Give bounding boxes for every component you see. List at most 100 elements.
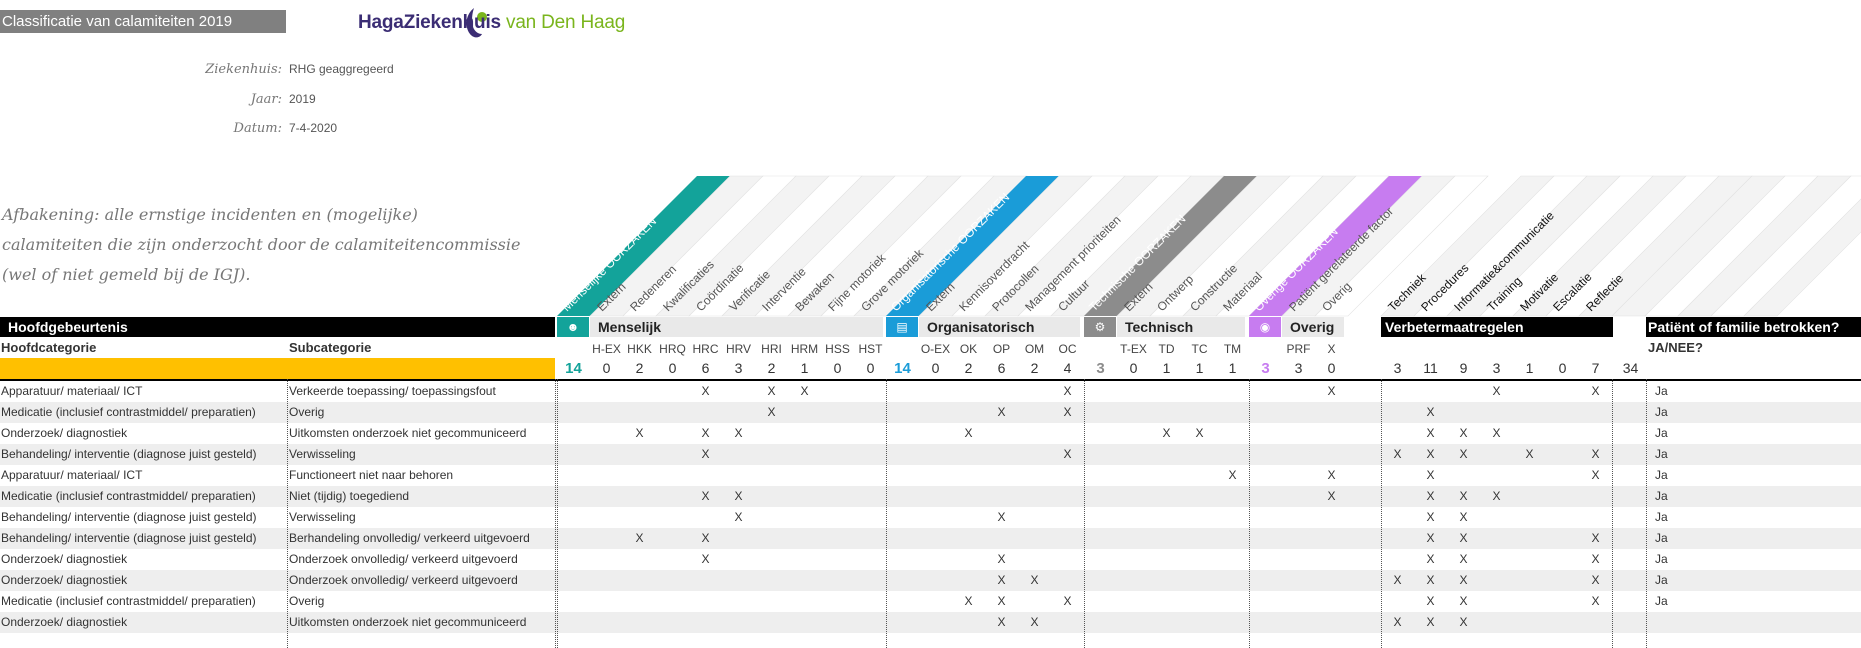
cause-mark: X	[997, 552, 1006, 566]
table-row	[0, 444, 1861, 465]
meta-label-date: Datum:	[233, 121, 282, 136]
cause-mark: X	[997, 405, 1006, 419]
logo-text: HagaZiekenhuis van Den Haag	[358, 12, 626, 33]
verbeter-mark: X	[1426, 426, 1435, 440]
table-row	[0, 486, 1861, 507]
cause-code: O-EX	[920, 342, 951, 356]
verbeter-mark: X	[1459, 594, 1468, 608]
cause-count: 2	[767, 360, 776, 376]
cause-mark: X	[1030, 573, 1039, 587]
verbeter-mark: X	[1426, 489, 1435, 503]
verbeter-mark: X	[1591, 531, 1600, 545]
cause-mark: X	[1327, 468, 1336, 482]
cause-code: OC	[1058, 342, 1077, 356]
verbeter-mark: X	[1426, 615, 1435, 629]
patient-involved-cell: Ja	[1655, 384, 1668, 398]
verbeter-mark: X	[1426, 510, 1435, 524]
cause-code: HRV	[725, 342, 752, 356]
hoofdcategorie-header: Hoofdcategorie	[1, 340, 97, 355]
subcategorie-cell: Overig	[289, 405, 325, 419]
cause-count: 2	[1030, 360, 1039, 376]
column-divider	[557, 379, 558, 648]
verbeter-count: 9	[1459, 360, 1468, 376]
cause-count: 0	[602, 360, 611, 376]
verbeter-mark: X	[1459, 531, 1468, 545]
patient-involved-cell: Ja	[1655, 552, 1668, 566]
verbeter-header: Verbetermaatregelen	[1381, 317, 1613, 337]
cause-mark: X	[734, 426, 743, 440]
hoofdcategorie-cell: Apparatuur/ materiaal/ ICT	[1, 384, 143, 398]
cause-mark: X	[701, 552, 710, 566]
subcategorie-header: Subcategorie	[289, 340, 372, 355]
verbeter-mark: X	[1426, 552, 1435, 566]
hoofdcategorie-cell: Onderzoek/ diagnostiek	[1, 615, 128, 629]
patient-involved-cell: Ja	[1655, 531, 1668, 545]
column-divider	[1381, 379, 1382, 648]
janee-header: JA/NEE?	[1648, 340, 1703, 355]
cause-count: 0	[668, 360, 677, 376]
hoofdgebeurtenis-header: Hoofdgebeurtenis	[0, 317, 555, 337]
meta-label-hospital: Ziekenhuis:	[205, 62, 282, 77]
patient-involved-cell: Ja	[1655, 468, 1668, 482]
cause-code: OK	[959, 342, 978, 356]
header-stripe	[1084, 176, 1257, 316]
meta-value-year: 2019	[289, 92, 316, 106]
cause-mark: X	[1195, 426, 1204, 440]
hoofdcategorie-cell: Onderzoek/ diagnostiek	[1, 552, 128, 566]
cause-code: HSS	[825, 342, 850, 356]
cause-mark: X	[1063, 594, 1072, 608]
table-row	[0, 612, 1861, 633]
verbeter-total: 34	[1622, 360, 1639, 376]
cause-count: 0	[931, 360, 940, 376]
hoofdcategorie-cell: Behandeling/ interventie (diagnose juist…	[1, 447, 257, 461]
cause-mark: X	[997, 594, 1006, 608]
verbeter-mark: X	[1426, 594, 1435, 608]
cause-code: HRI	[761, 342, 782, 356]
cause-mark: X	[1063, 384, 1072, 398]
table-row	[0, 402, 1861, 423]
cause-mark: X	[1327, 384, 1336, 398]
verbeter-mark: X	[1591, 384, 1600, 398]
group-total: 14	[565, 360, 582, 377]
cause-count: 1	[1195, 360, 1204, 376]
verbeter-count: 7	[1591, 360, 1600, 376]
subcategorie-cell: Berhandeling onvolledig/ verkeerd uitgev…	[289, 531, 530, 545]
subcategorie-cell: Overig	[289, 594, 325, 608]
verbeter-mark: X	[1393, 615, 1402, 629]
header-separator	[0, 379, 1861, 381]
header-stripe	[886, 176, 1059, 316]
verbeter-mark: X	[1459, 510, 1468, 524]
meta-value-hospital: RHG geaggregeerd	[289, 62, 394, 76]
verbeter-mark: X	[1459, 615, 1468, 629]
column-divider	[1612, 379, 1613, 648]
hoofdcategorie-cell: Onderzoek/ diagnostiek	[1, 426, 128, 440]
header-stripe	[1743, 198, 1861, 317]
hoofdcategorie-cell: Behandeling/ interventie (diagnose juist…	[1, 510, 257, 524]
cause-mark: X	[734, 510, 743, 524]
patient-involved-cell: Ja	[1655, 594, 1668, 608]
verbeter-mark: X	[1426, 405, 1435, 419]
patient-involved-cell: Ja	[1655, 405, 1668, 419]
cause-count: 0	[866, 360, 875, 376]
group-header-1: Organisatorisch	[919, 317, 1080, 337]
cause-mark: X	[997, 510, 1006, 524]
cause-count: 1	[1228, 360, 1237, 376]
cause-code: TC	[1191, 342, 1208, 356]
table-row	[0, 570, 1861, 591]
scope-line: calamiteiten die zijn onderzocht door de…	[2, 235, 521, 254]
verbeter-mark: X	[1459, 552, 1468, 566]
header-stripe	[557, 176, 730, 316]
haga-logo-icon	[466, 8, 487, 38]
cause-mark: X	[701, 426, 710, 440]
verbeter-mark: X	[1591, 447, 1600, 461]
yellow-band	[0, 358, 555, 379]
column-divider	[1646, 379, 1647, 648]
cause-code: HST	[858, 342, 883, 356]
patient-involved-cell: Ja	[1655, 447, 1668, 461]
verbeter-mark: X	[1426, 531, 1435, 545]
column-divider	[555, 379, 556, 648]
verbeter-mark: X	[1591, 468, 1600, 482]
verbeter-mark: X	[1591, 594, 1600, 608]
column-divider	[287, 379, 288, 648]
meta-label-year: Jaar:	[250, 92, 282, 107]
